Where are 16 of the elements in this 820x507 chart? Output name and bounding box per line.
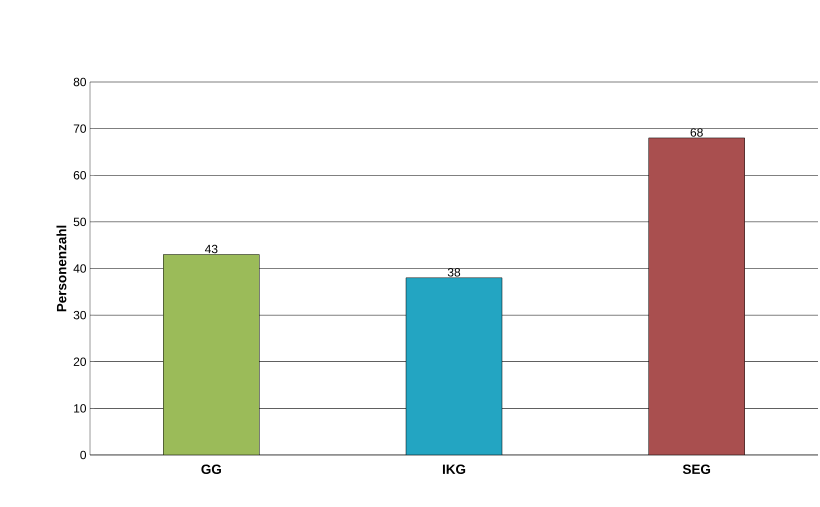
data-label: 68 — [690, 128, 703, 137]
y-tick-label: 70 — [74, 124, 86, 133]
y-tick-label: 60 — [74, 171, 86, 180]
y-tick-label: 80 — [74, 78, 86, 86]
y-tick-label: 30 — [74, 310, 86, 320]
x-tick-label: IKG — [442, 464, 466, 474]
data-label: 43 — [204, 244, 218, 254]
x-tick-label: SEG — [682, 464, 710, 474]
data-label: 38 — [448, 268, 460, 277]
y-tick-label: 10 — [74, 404, 86, 413]
y-tick-label: 40 — [73, 264, 86, 273]
x-tick-label: GG — [201, 464, 221, 474]
y-tick-label: 20 — [74, 358, 86, 366]
y-tick-label: 50 — [74, 218, 86, 226]
y-tick-label: 0 — [80, 450, 86, 460]
y-axis-title: Personenzahl — [56, 226, 66, 312]
